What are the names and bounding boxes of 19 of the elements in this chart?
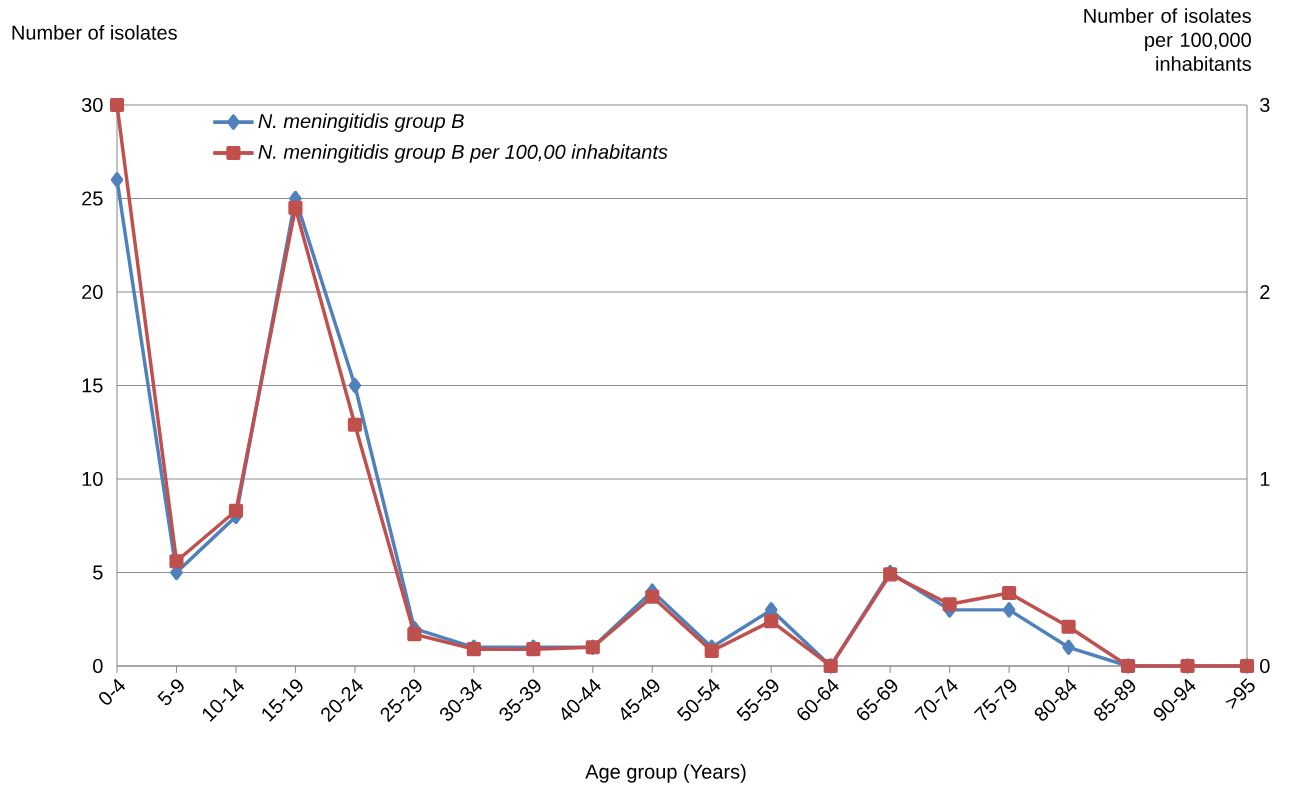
x-axis-title: Age group (Years): [585, 764, 746, 783]
y2-tick-label: 0: [1260, 658, 1270, 674]
y-tick-label: 10: [82, 471, 103, 487]
y-tick-label: 25: [82, 191, 103, 206]
y-tick-label: 20: [82, 284, 103, 300]
x-tick-label: 5-9: [157, 679, 184, 706]
legend-label: N. meningitidis group B: [258, 113, 464, 133]
legend-label: N. meningitidis group B per 100,00 inhabitants: [258, 144, 668, 163]
y2-tick-label: 2: [1260, 285, 1270, 299]
x-tick-label: >95: [1225, 678, 1255, 709]
y-axis-title: Number of isolates: [12, 25, 177, 40]
y-tick-label: 30: [81, 97, 103, 113]
y2-axis-title: Number of isolates per 100,000 inhabitants: [1084, 8, 1251, 71]
y-tick-label: 5: [93, 565, 103, 580]
y2-tick-label: 3: [1260, 97, 1270, 113]
x-tick-label: 0-4: [99, 678, 126, 705]
y2-tick-label: 1: [1260, 472, 1270, 486]
y-tick-label: 15: [82, 378, 103, 393]
y-tick-label: 0: [93, 658, 103, 674]
